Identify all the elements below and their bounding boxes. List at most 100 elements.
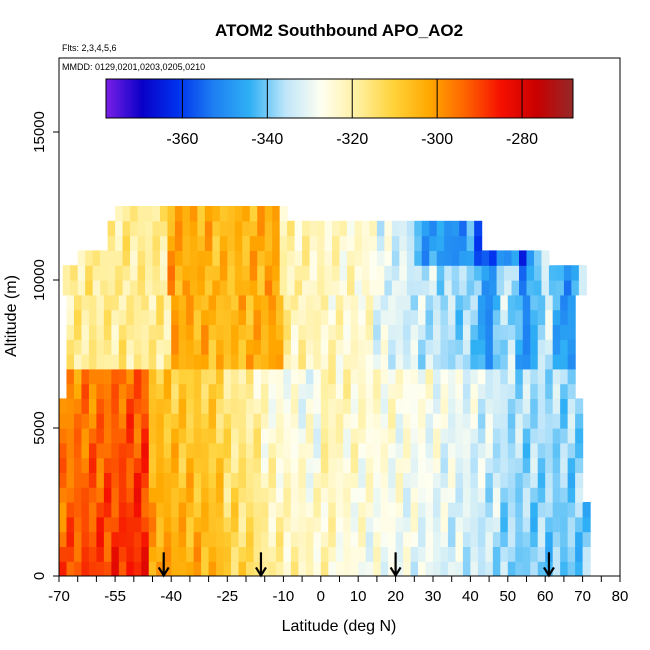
heatmap-cell [485,398,494,414]
heatmap-cell [122,235,131,251]
heatmap-cell [440,457,449,473]
heatmap-cell [328,516,337,533]
heatmap-cell [328,502,337,518]
heatmap-cell [246,442,255,459]
heatmap-cell [246,339,255,355]
heatmap-cell [193,442,202,459]
heatmap-cell [73,398,83,414]
heatmap-cell [268,428,277,444]
heatmap-cell [201,502,210,518]
heatmap-cell [208,368,217,385]
heatmap-cell [522,487,531,503]
heatmap-cell [189,250,198,266]
heatmap-cell [260,324,270,340]
heatmap-cell [373,472,382,488]
heatmap-cell [530,368,539,385]
heatmap-cell [403,428,412,444]
heatmap-cell [403,472,412,488]
heatmap-cell [118,324,127,340]
heatmap-cell [145,250,154,266]
heatmap-cell [522,294,531,311]
heatmap-cell [137,235,146,251]
heatmap-cell [541,280,550,296]
heatmap-cell [186,561,195,576]
heatmap-cell [507,339,516,355]
heatmap-cell [81,442,90,459]
heatmap-cell [530,516,539,533]
heatmap-cell [492,354,501,370]
heatmap-cell [440,413,449,429]
heatmap-cell [481,265,490,281]
heatmap-cell [447,309,457,325]
heatmap-cell [246,561,255,576]
heatmap-cell [227,250,236,266]
heatmap-cell [320,413,329,429]
heatmap-cell [545,472,554,488]
heatmap-cell [118,472,127,488]
heatmap-cell [418,383,427,399]
heatmap-cell [575,413,584,429]
heatmap-cell [186,546,195,562]
heatmap-cell [429,265,438,281]
heatmap-cell [156,516,165,533]
heatmap-cell [268,383,277,399]
heatmap-cell [425,309,434,325]
heatmap-cell [410,339,419,355]
heatmap-cell [369,235,378,251]
heatmap-cell [492,531,501,547]
heatmap-cell [403,487,412,503]
heatmap-cell [156,457,165,473]
heatmap-cell [522,383,531,399]
heatmap-cell [418,368,427,385]
heatmap-cell [246,487,255,503]
heatmap-cell [305,546,314,562]
heatmap-cell [268,472,277,488]
heatmap-cell [477,398,486,414]
heatmap-cell [193,457,202,473]
heatmap-cell [425,324,434,340]
heatmap-cell [533,265,543,281]
heatmap-cell [223,502,232,518]
heatmap-cell [466,280,475,296]
heatmap-cell [81,457,90,473]
heatmap-cell [500,561,509,576]
heatmap-cell [391,235,400,251]
heatmap-cell [88,457,97,473]
heatmap-cell [193,309,202,325]
heatmap-cell [231,428,240,444]
heatmap-cell [260,339,270,355]
heatmap-cell [279,265,288,281]
heatmap-cell [350,294,359,311]
heatmap-cell [178,561,187,576]
heatmap-cell [298,339,307,355]
heatmap-cell [163,339,172,355]
heatmap-cell [346,235,356,251]
colorbar-tick-label: -280 [506,131,538,148]
heatmap-cell [246,502,255,518]
heatmap-cell [556,280,565,296]
heatmap-cell [474,265,483,281]
heatmap-cell [440,502,449,518]
heatmap-cell [522,428,531,444]
heatmap-cell [219,250,228,266]
heatmap-cell [260,487,270,503]
heatmap-cell [298,383,307,399]
heatmap-cell [552,294,561,311]
heatmap-cell [283,339,292,355]
heatmap-cell [324,280,333,296]
heatmap-cell [283,413,292,429]
heatmap-cell [212,280,221,296]
heatmap-cell [474,220,483,237]
heatmap-cell [504,250,513,266]
heatmap-cell [373,309,382,325]
heatmap-cell [388,457,397,473]
heatmap-cell [186,442,195,459]
heatmap-cell [88,561,97,576]
heatmap-cell [492,442,501,459]
heatmap-cell [320,561,329,576]
heatmap-cell [283,442,292,459]
heatmap-cell [73,294,83,311]
heatmap-cell [418,428,427,444]
colorbar-tick-label: -360 [166,131,198,148]
